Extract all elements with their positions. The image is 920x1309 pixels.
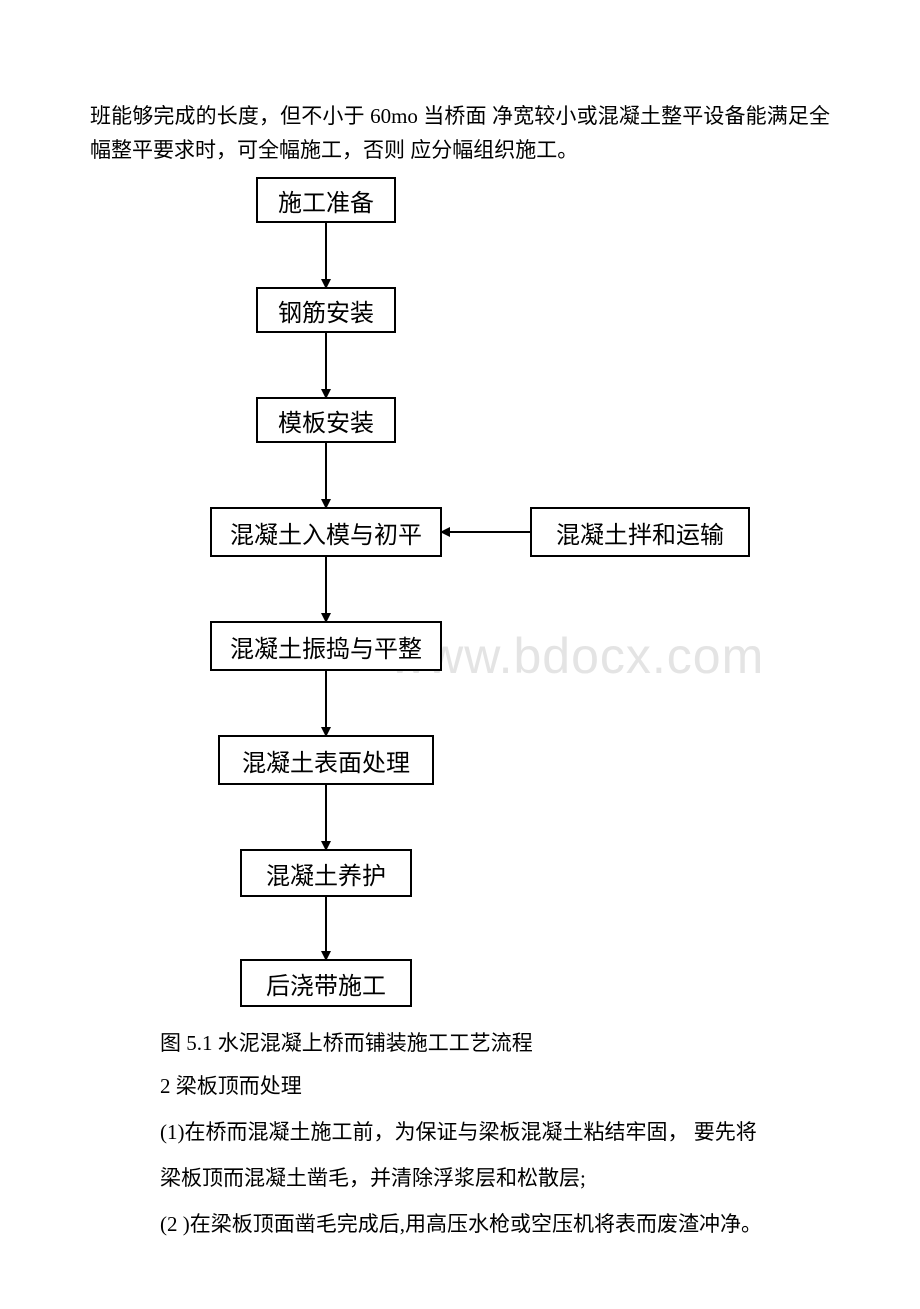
flowchart-node-n9: 后浇带施工 xyxy=(240,959,412,1007)
flowchart: www.bdocx.com 施工准备钢筋安装模板安装混凝土入模与初平 混凝土拌和运… xyxy=(140,177,780,1017)
document-page: 班能够完成的长度，但不小于 60mo 当桥面 净宽较小或混凝土整平设备能满足全幅… xyxy=(0,0,920,1309)
paragraph-3: (2 )在梁板顶面凿毛完成后,用高压水枪或空压机将表而废渣冲净。 xyxy=(160,1203,830,1245)
flowchart-node-n6: 混凝土振捣与平整 xyxy=(210,621,442,671)
paragraph-2: 梁板顶而混凝土凿毛，并清除浮浆层和松散层; xyxy=(160,1157,830,1199)
flowchart-edges xyxy=(140,177,780,1017)
watermark-text: www.bdocx.com xyxy=(390,627,764,685)
section-2-title: 2 梁板顶而处理 xyxy=(160,1065,830,1107)
intro-paragraph: 班能够完成的长度，但不小于 60mo 当桥面 净宽较小或混凝土整平设备能满足全幅… xyxy=(90,100,830,167)
flowchart-node-n8: 混凝土养护 xyxy=(240,849,412,897)
flowchart-node-n3: 模板安装 xyxy=(256,397,396,443)
figure-caption: 图 5.1 水泥混凝上桥而铺装施工工艺流程 xyxy=(160,1027,830,1057)
flowchart-node-n1: 施工准备 xyxy=(256,177,396,223)
paragraph-1: (1)在桥而混凝土施工前，为保证与梁板混凝土粘结牢固， 要先将 xyxy=(160,1111,830,1153)
flowchart-node-n2: 钢筋安装 xyxy=(256,287,396,333)
flowchart-node-n4: 混凝土入模与初平 xyxy=(210,507,442,557)
flowchart-node-n7: 混凝土表面处理 xyxy=(218,735,434,785)
flowchart-node-n5: 混凝土拌和运输 xyxy=(530,507,750,557)
